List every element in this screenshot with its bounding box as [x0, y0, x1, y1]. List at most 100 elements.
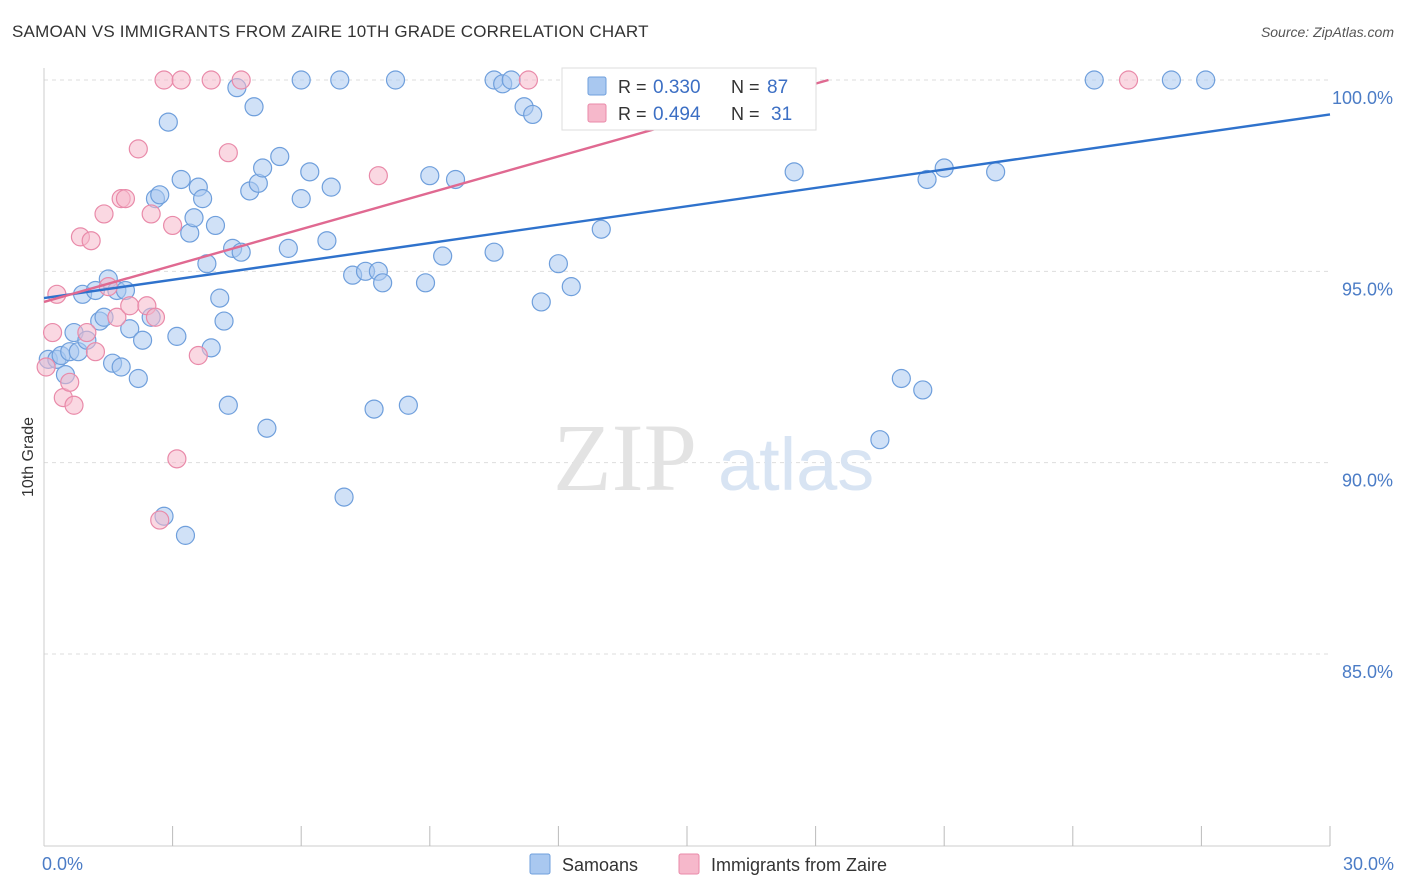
point-zaire-18 [141, 204, 161, 224]
point-zaire-10 [94, 204, 114, 224]
point-zaire-30 [518, 70, 538, 90]
point-samoans-84 [1084, 70, 1104, 90]
chart-title: SAMOAN VS IMMIGRANTS FROM ZAIRE 10TH GRA… [12, 22, 649, 41]
point-samoans-18 [128, 368, 148, 389]
point-samoans-71 [523, 104, 543, 125]
point-samoans-50 [300, 162, 320, 182]
legend-label-zaire: Immigrants from Zaire [711, 855, 887, 875]
x-tick-label-0: 0.0% [42, 854, 83, 874]
point-samoans-22 [150, 185, 170, 205]
point-samoans-42 [244, 97, 264, 117]
point-samoans-64 [433, 246, 453, 266]
point-zaire-15 [120, 296, 140, 316]
stats-swatch-zaire [587, 103, 607, 123]
point-samoans-15 [111, 357, 131, 377]
stats-n-value-zaire: 31 [771, 104, 792, 125]
y-tick-label-2: 90.0% [1342, 471, 1393, 491]
chart-source: Source: ZipAtlas.com [1260, 24, 1394, 40]
bottom-legend: Samoans Immigrants from Zaire [529, 853, 887, 875]
point-samoans-49 [291, 189, 311, 209]
point-samoans-81 [917, 169, 937, 190]
point-samoans-80 [913, 380, 933, 400]
point-zaire-0 [36, 357, 56, 377]
point-samoans-44 [253, 158, 273, 178]
point-samoans-48 [291, 70, 311, 90]
point-samoans-37 [218, 395, 238, 415]
point-samoans-66 [484, 242, 504, 262]
point-samoans-29 [184, 208, 204, 228]
stats-n-label-zaire: N = [731, 104, 760, 124]
point-samoans-36 [214, 311, 234, 331]
point-zaire-12 [107, 307, 127, 327]
point-samoans-77 [784, 162, 804, 182]
stats-r-value-samoans: 0.330 [653, 77, 701, 98]
stats-r-label-zaire: R = [618, 104, 647, 124]
point-samoans-54 [334, 487, 354, 507]
point-zaire-14 [115, 189, 136, 209]
point-samoans-25 [167, 326, 187, 346]
x-tick-labels: 0.0% 30.0% [42, 854, 1394, 874]
point-zaire-24 [171, 70, 191, 90]
y-tick-labels: 100.0% 95.0% 90.0% 85.0% [1332, 88, 1393, 682]
watermark-atlas: atlas [718, 423, 874, 506]
point-zaire-20 [150, 510, 170, 530]
samoans-points [38, 70, 1216, 545]
stats-swatch-samoans [587, 76, 607, 96]
point-zaire-7 [77, 322, 97, 343]
point-zaire-8 [81, 231, 101, 251]
point-samoans-34 [205, 215, 226, 236]
point-zaire-21 [154, 70, 174, 90]
point-samoans-27 [175, 525, 196, 545]
point-zaire-27 [218, 143, 238, 163]
point-samoans-45 [257, 418, 277, 438]
legend-label-samoans: Samoans [562, 855, 638, 875]
point-samoans-63 [420, 166, 440, 186]
point-zaire-29 [368, 166, 388, 186]
stats-r-label-samoans: R = [618, 77, 647, 97]
point-zaire-9 [85, 342, 106, 362]
trend-line-samoans [43, 113, 1331, 300]
point-samoans-60 [385, 70, 406, 90]
point-zaire-19 [145, 307, 166, 327]
point-zaire-16 [128, 139, 148, 159]
point-zaire-25 [188, 345, 208, 366]
point-zaire-4 [60, 372, 80, 392]
legend-swatch-samoans [529, 853, 551, 875]
point-samoans-85 [1161, 70, 1181, 90]
point-samoans-26 [171, 169, 191, 190]
point-samoans-31 [193, 189, 213, 209]
point-samoans-53 [330, 70, 350, 90]
stats-legend: R = 0.330 N = 87 R = 0.494 N = 31 [561, 67, 817, 131]
point-samoans-52 [321, 177, 341, 197]
point-samoans-74 [561, 277, 581, 297]
point-samoans-57 [364, 399, 384, 419]
point-samoans-24 [158, 112, 178, 132]
point-zaire-26 [201, 70, 221, 90]
point-zaire-31 [1118, 70, 1139, 90]
point-samoans-62 [415, 273, 436, 293]
point-samoans-35 [210, 288, 230, 308]
x-minor-ticks [172, 826, 1331, 846]
legend-swatch-zaire [678, 853, 700, 875]
y-tick-label-1: 95.0% [1342, 279, 1393, 299]
y-axis-title: 10th Grade [20, 417, 37, 497]
x-tick-label-1: 30.0% [1343, 854, 1394, 874]
y-tick-label-0: 100.0% [1332, 88, 1393, 108]
zaire-points [36, 70, 1139, 530]
point-samoans-83 [986, 162, 1006, 182]
point-samoans-46 [270, 146, 290, 167]
point-samoans-75 [591, 219, 611, 239]
point-samoans-51 [317, 231, 337, 251]
stats-n-label-samoans: N = [731, 77, 760, 97]
point-samoans-69 [501, 70, 521, 90]
point-samoans-78 [870, 430, 890, 450]
watermark: ZIP atlas [553, 404, 874, 511]
point-zaire-5 [64, 395, 84, 415]
point-zaire-23 [167, 449, 187, 469]
y-tick-label-3: 85.0% [1342, 662, 1393, 682]
point-samoans-19 [132, 330, 153, 350]
point-samoans-17 [120, 319, 140, 339]
stats-r-value-zaire: 0.494 [653, 104, 701, 125]
point-zaire-28 [231, 70, 251, 90]
